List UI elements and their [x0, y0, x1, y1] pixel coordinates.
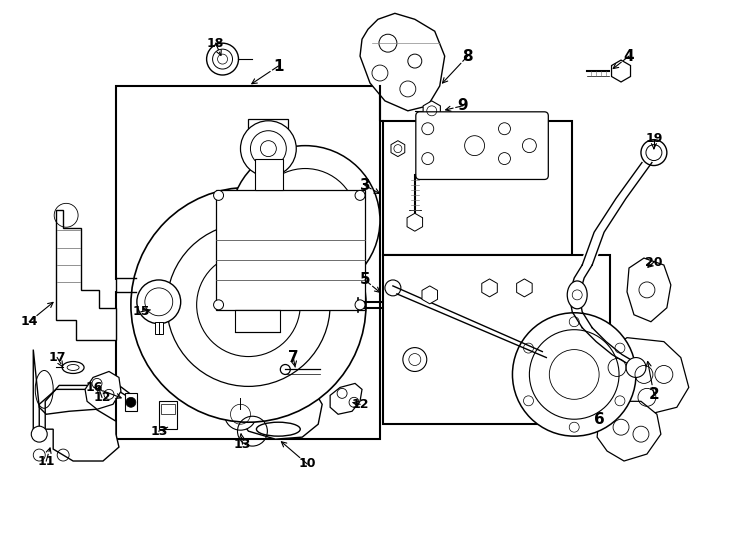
Text: 3: 3	[360, 178, 371, 193]
Circle shape	[241, 121, 297, 177]
Text: 7: 7	[288, 350, 299, 365]
Text: 16: 16	[85, 381, 103, 394]
Circle shape	[225, 399, 256, 430]
Text: 1: 1	[273, 58, 283, 73]
Bar	[116, 86, 380, 439]
Text: 9: 9	[457, 98, 468, 113]
Circle shape	[167, 223, 330, 387]
Polygon shape	[236, 374, 322, 439]
Bar	[155, 322, 163, 334]
Circle shape	[261, 140, 276, 157]
Text: 2: 2	[649, 387, 659, 402]
Circle shape	[126, 397, 136, 407]
Bar	[236, 310, 280, 332]
Circle shape	[214, 300, 224, 310]
Bar	[255, 159, 283, 191]
Circle shape	[214, 191, 224, 200]
Circle shape	[355, 191, 365, 200]
Circle shape	[32, 426, 47, 442]
Circle shape	[253, 168, 357, 272]
Circle shape	[206, 43, 239, 75]
Text: 12: 12	[93, 391, 111, 404]
Circle shape	[250, 131, 286, 166]
Bar	[216, 191, 365, 310]
Polygon shape	[57, 210, 116, 340]
Polygon shape	[330, 383, 362, 414]
Circle shape	[213, 49, 233, 69]
Polygon shape	[33, 349, 119, 461]
Text: 8: 8	[462, 49, 473, 64]
Bar	[383, 121, 573, 255]
Circle shape	[403, 348, 426, 372]
Text: 13: 13	[150, 424, 167, 437]
Text: 12: 12	[352, 398, 368, 411]
Circle shape	[145, 288, 172, 316]
Ellipse shape	[62, 361, 84, 374]
Circle shape	[355, 300, 365, 310]
Circle shape	[529, 330, 619, 419]
Bar	[383, 255, 610, 424]
Text: 5: 5	[360, 273, 371, 287]
Circle shape	[197, 253, 300, 356]
Text: 20: 20	[645, 255, 663, 268]
Bar	[161, 404, 175, 414]
Text: 6: 6	[594, 411, 605, 427]
Circle shape	[217, 54, 228, 64]
Text: 15: 15	[132, 305, 150, 318]
Circle shape	[137, 280, 181, 323]
Polygon shape	[594, 338, 688, 414]
Bar	[159, 401, 177, 429]
Circle shape	[277, 192, 333, 248]
Circle shape	[626, 357, 646, 377]
Circle shape	[512, 313, 636, 436]
Text: 19: 19	[645, 132, 663, 145]
Bar	[125, 393, 137, 411]
Bar	[248, 119, 288, 148]
Polygon shape	[360, 14, 445, 111]
Text: 4: 4	[624, 49, 634, 64]
Polygon shape	[85, 372, 121, 409]
Circle shape	[131, 187, 366, 422]
Circle shape	[230, 146, 380, 295]
Circle shape	[641, 140, 667, 166]
Circle shape	[549, 349, 599, 400]
Text: 18: 18	[207, 37, 225, 50]
Text: 11: 11	[37, 455, 55, 468]
Text: 10: 10	[299, 457, 316, 470]
Ellipse shape	[567, 281, 587, 309]
Text: 13: 13	[234, 437, 251, 450]
Polygon shape	[627, 258, 671, 322]
Text: 17: 17	[48, 351, 66, 364]
Polygon shape	[597, 401, 661, 461]
FancyBboxPatch shape	[416, 112, 548, 179]
Text: 14: 14	[21, 315, 38, 328]
